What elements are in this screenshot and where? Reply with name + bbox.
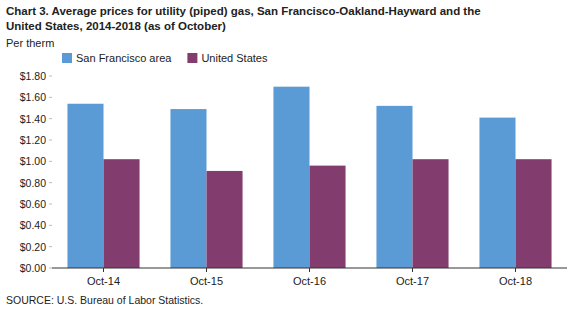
y-tick-label: $0.40 xyxy=(20,219,46,231)
legend-swatch xyxy=(187,53,197,63)
bar xyxy=(310,166,346,268)
x-tick-label: Oct-18 xyxy=(499,275,532,287)
legend-label: San Francisco area xyxy=(76,52,172,64)
x-tick xyxy=(309,268,310,272)
bar xyxy=(273,87,309,268)
y-axis: $0.00 $0.20 $0.40 $0.60 $0.80 $1.00 $1.20 $1.40… xyxy=(20,70,52,274)
y-tick xyxy=(49,118,52,119)
y-tick xyxy=(49,204,52,205)
title: United States, 2014-2018 (as of October) xyxy=(6,20,226,32)
y-tick xyxy=(49,140,52,141)
x-tick-label: Oct-17 xyxy=(396,275,429,287)
x-tick xyxy=(206,268,207,272)
y-tick xyxy=(49,246,52,247)
y-tick-label: $1.20 xyxy=(20,134,46,146)
legend-swatch xyxy=(62,53,72,63)
bar xyxy=(104,159,140,268)
y-tick xyxy=(49,76,52,77)
y-tick-label: $1.00 xyxy=(20,155,46,167)
y-tick-label: $1.80 xyxy=(20,70,46,82)
bar xyxy=(170,109,206,268)
y-tick-label: $1.40 xyxy=(20,113,46,125)
y-tick xyxy=(49,268,52,269)
x-tick-label: Oct-15 xyxy=(190,275,223,287)
y-tick-label: $0.00 xyxy=(20,262,46,274)
y-tick-label: $0.60 xyxy=(20,198,46,210)
y-tick-label: $1.60 xyxy=(20,91,46,103)
x-tick xyxy=(515,268,516,272)
y-axis-label: Per therm xyxy=(6,37,54,49)
bar xyxy=(479,118,515,268)
title: Chart 3. Average prices for utility (pip… xyxy=(6,5,481,17)
x-tick-label: Oct-14 xyxy=(87,275,120,287)
legend-label: United States xyxy=(201,52,268,64)
chart-svg: Chart 3. Average prices for utility (pip… xyxy=(0,0,579,310)
bar xyxy=(67,104,103,268)
bar xyxy=(207,171,243,268)
bar xyxy=(376,106,412,268)
bar xyxy=(413,159,449,268)
bar xyxy=(516,159,552,268)
source-note: SOURCE: U.S. Bureau of Labor Statistics. xyxy=(6,294,203,306)
y-tick xyxy=(49,97,52,98)
y-tick-label: $0.20 xyxy=(20,241,46,253)
x-tick-label: Oct-16 xyxy=(293,275,326,287)
chart-container: Chart 3. Average prices for utility (pip… xyxy=(0,0,579,310)
y-tick xyxy=(49,161,52,162)
bars xyxy=(67,87,551,268)
y-tick-label: $0.80 xyxy=(20,177,46,189)
legend: San Francisco area United States xyxy=(62,52,268,64)
x-tick xyxy=(103,268,104,272)
x-axis: Oct-14 Oct-15 Oct-16 Oct-17 Oct-18 xyxy=(52,268,567,287)
y-tick xyxy=(49,225,52,226)
y-tick xyxy=(49,182,52,183)
x-tick xyxy=(412,268,413,272)
